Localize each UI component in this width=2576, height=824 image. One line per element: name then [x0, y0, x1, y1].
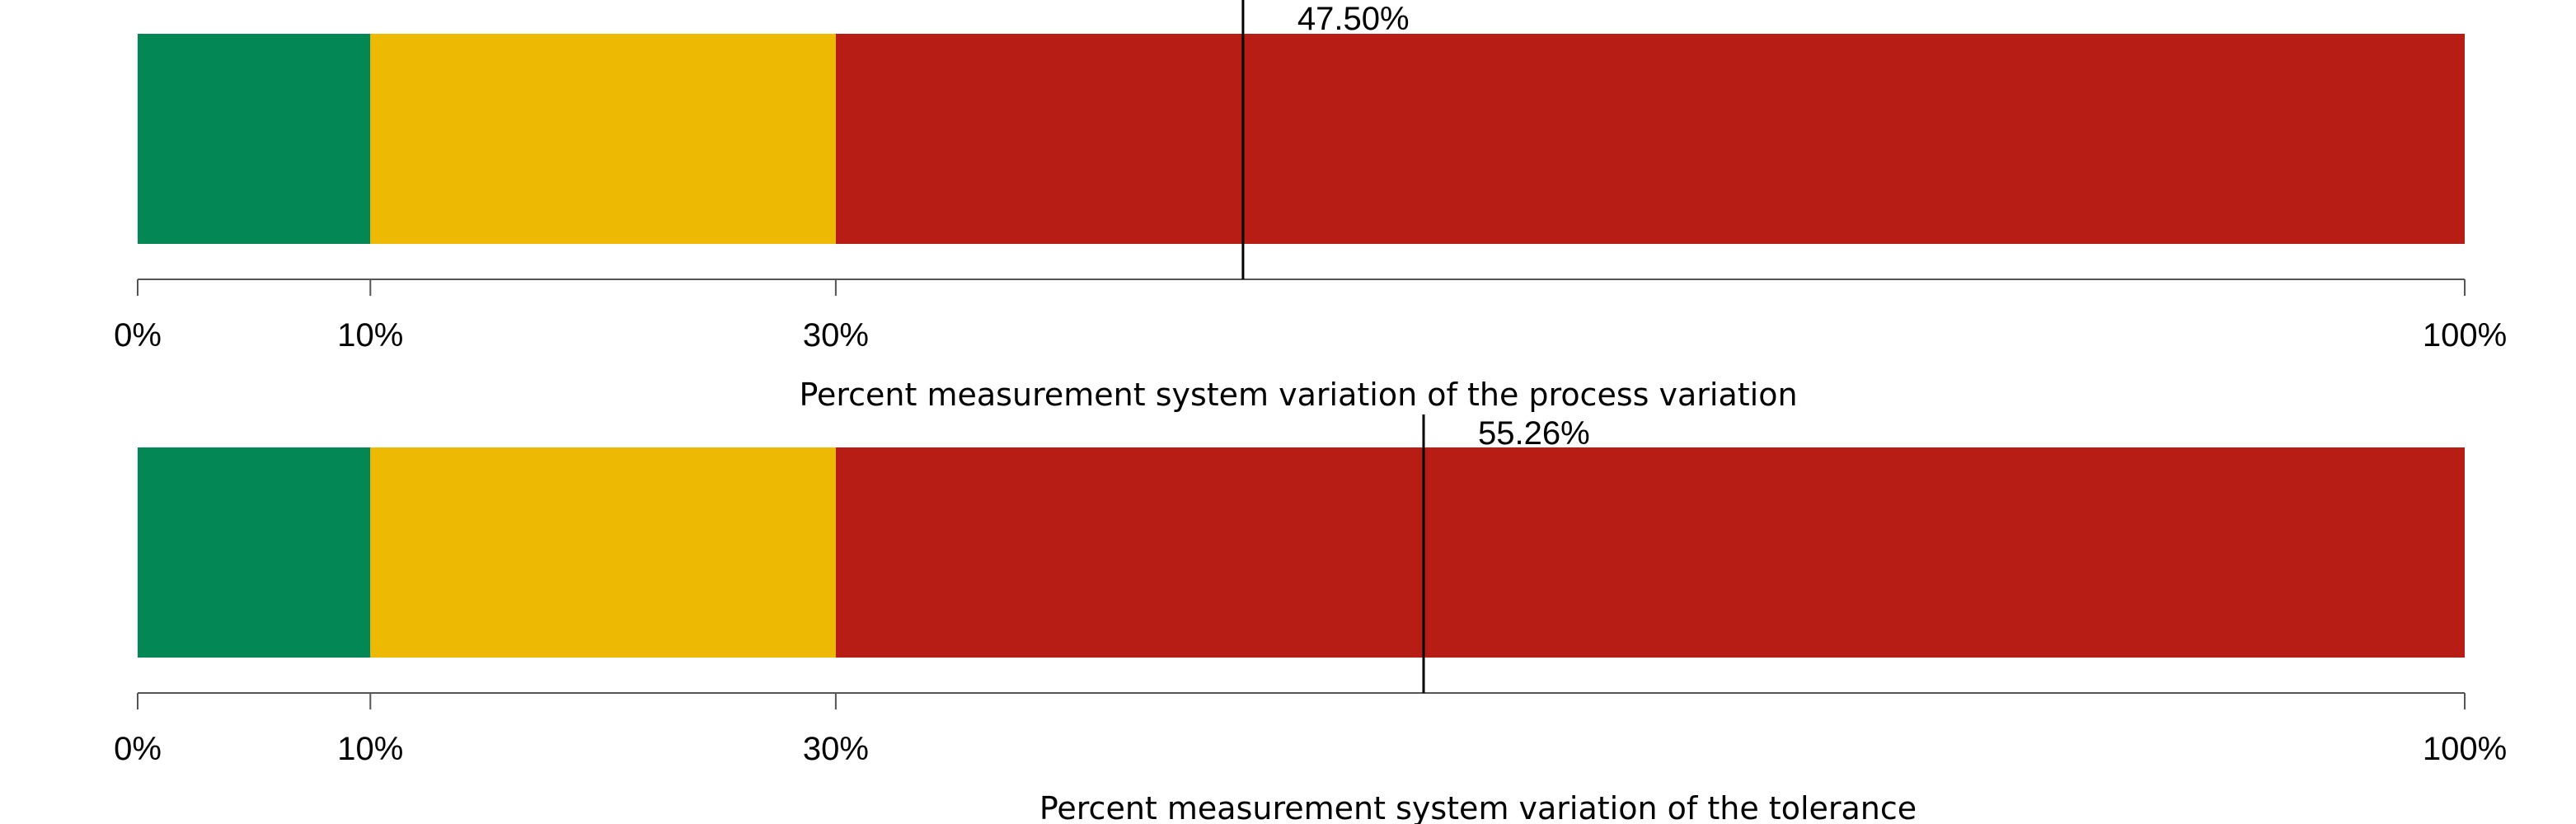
tick-group: 0% 10% 30% 100% — [114, 279, 2507, 353]
tick-label: 0% — [114, 731, 162, 767]
tick-label: 30% — [803, 731, 869, 767]
band-group — [138, 34, 2465, 244]
process-variation-panel: 0% 10% 30% 100% 47.50% Percent measurement … — [114, 0, 2507, 413]
tick-group: 0% 10% 30% 100% — [114, 693, 2507, 767]
tick-label: 0% — [114, 317, 162, 353]
band-0 — [138, 34, 371, 244]
tick-label: 30% — [803, 317, 869, 353]
band-group — [138, 447, 2465, 658]
tolerance-panel: 0% 10% 30% 100% 55.26% Percent measurement … — [114, 414, 2507, 824]
tick-label: 10% — [337, 731, 403, 767]
tick-label: 100% — [2423, 731, 2507, 767]
marker-label: 55.26% — [1478, 415, 1590, 452]
marker-label: 47.50% — [1297, 1, 1410, 37]
x-axis-title: Percent measurement system variation of … — [1039, 790, 1917, 824]
band-1 — [370, 447, 836, 658]
tick-label: 10% — [337, 317, 403, 353]
band-2 — [835, 34, 2465, 244]
x-axis-title: Percent measurement system variation of … — [799, 377, 1797, 413]
band-1 — [370, 34, 836, 244]
band-0 — [138, 447, 371, 658]
tick-label: 100% — [2423, 317, 2507, 353]
band-2 — [835, 447, 2465, 658]
